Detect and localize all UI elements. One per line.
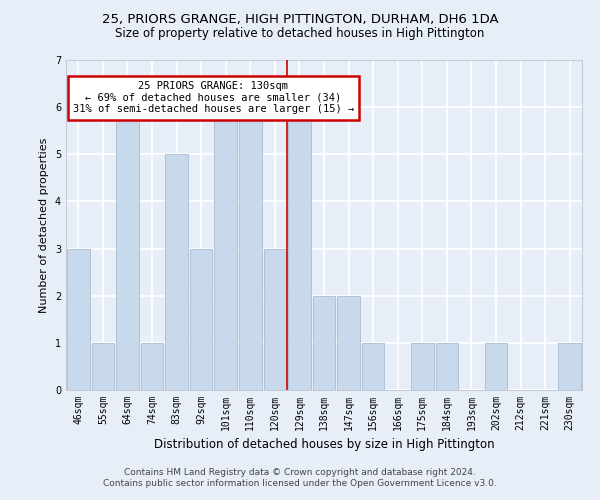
X-axis label: Distribution of detached houses by size in High Pittington: Distribution of detached houses by size … <box>154 438 494 452</box>
Bar <box>362 343 385 390</box>
Bar <box>239 107 262 390</box>
Y-axis label: Number of detached properties: Number of detached properties <box>40 138 49 312</box>
Bar <box>263 248 286 390</box>
Bar <box>485 343 508 390</box>
Text: Contains HM Land Registry data © Crown copyright and database right 2024.
Contai: Contains HM Land Registry data © Crown c… <box>103 468 497 487</box>
Bar <box>190 248 212 390</box>
Bar <box>116 107 139 390</box>
Bar <box>140 343 163 390</box>
Bar <box>288 107 311 390</box>
Bar <box>214 107 237 390</box>
Text: Size of property relative to detached houses in High Pittington: Size of property relative to detached ho… <box>115 28 485 40</box>
Bar <box>436 343 458 390</box>
Bar <box>313 296 335 390</box>
Bar <box>67 248 89 390</box>
Bar <box>559 343 581 390</box>
Text: 25, PRIORS GRANGE, HIGH PITTINGTON, DURHAM, DH6 1DA: 25, PRIORS GRANGE, HIGH PITTINGTON, DURH… <box>101 12 499 26</box>
Bar <box>165 154 188 390</box>
Bar <box>92 343 114 390</box>
Text: 25 PRIORS GRANGE: 130sqm
← 69% of detached houses are smaller (34)
31% of semi-d: 25 PRIORS GRANGE: 130sqm ← 69% of detach… <box>73 81 354 114</box>
Bar <box>411 343 434 390</box>
Bar <box>337 296 360 390</box>
